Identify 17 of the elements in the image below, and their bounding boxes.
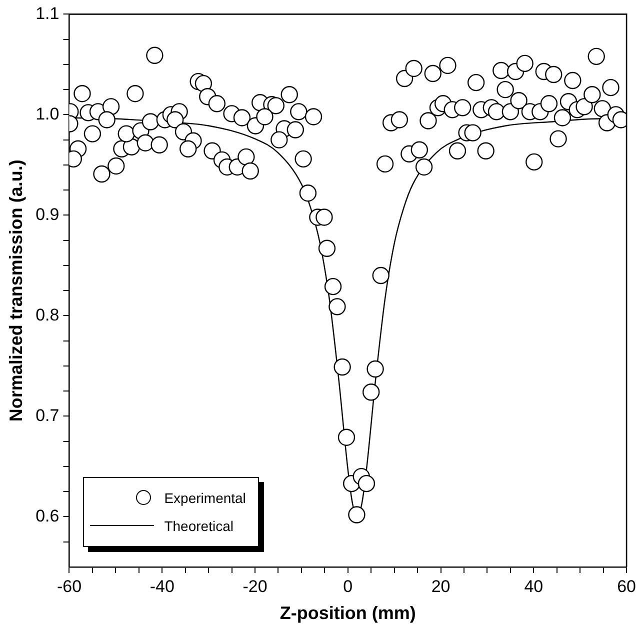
legend-label: Theoretical — [164, 518, 234, 534]
x-tick-label: 20 — [431, 576, 450, 596]
x-tick-label: 60 — [617, 576, 636, 596]
y-axis-title: Normalized transmission (a.u.) — [6, 160, 26, 422]
x-tick-label: -40 — [150, 576, 174, 596]
x-tick-label: 40 — [524, 576, 544, 596]
legend-label: Experimental — [164, 490, 246, 506]
y-tick-label: 0.6 — [36, 506, 60, 526]
y-tick-label: 1.0 — [36, 104, 60, 124]
y-tick-label: 1.1 — [36, 4, 60, 23]
y-tick-label: 0.7 — [36, 406, 60, 425]
x-tick-label: -60 — [56, 576, 82, 596]
y-tick-label: 0.9 — [36, 204, 60, 224]
x-tick-label: 0 — [343, 576, 353, 596]
y-tick-label: 0.8 — [36, 305, 60, 324]
x-axis-title: Z-position (mm) — [280, 603, 416, 624]
x-tick-label: -20 — [242, 576, 268, 596]
